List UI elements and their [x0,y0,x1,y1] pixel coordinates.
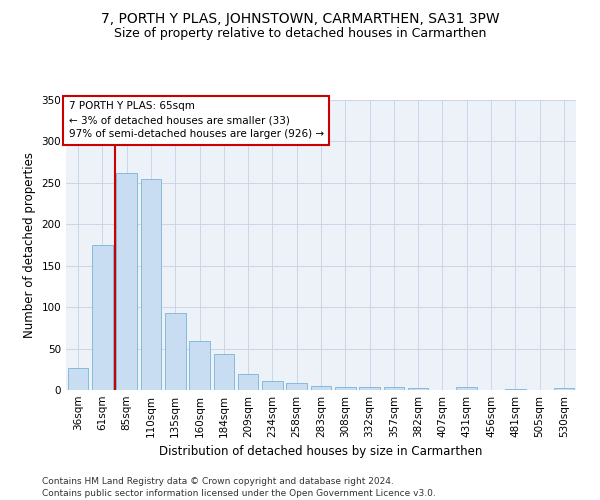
Bar [505,389,526,390]
Bar [165,313,185,390]
Bar [238,374,259,390]
Text: Contains HM Land Registry data © Crown copyright and database right 2024.
Contai: Contains HM Land Registry data © Crown c… [42,476,436,498]
Y-axis label: Number of detached properties: Number of detached properties [23,152,36,338]
Bar [214,354,234,390]
Text: 7 PORTH Y PLAS: 65sqm
← 3% of detached houses are smaller (33)
97% of semi-detac: 7 PORTH Y PLAS: 65sqm ← 3% of detached h… [68,102,323,140]
Bar [262,381,283,390]
Bar [189,341,210,390]
Bar [68,368,88,390]
Bar [335,386,356,390]
Bar [92,245,113,390]
Bar [311,386,331,390]
Bar [457,386,477,390]
Text: Size of property relative to detached houses in Carmarthen: Size of property relative to detached ho… [114,28,486,40]
Bar [116,173,137,390]
Bar [383,386,404,390]
Bar [359,386,380,390]
Bar [286,382,307,390]
Bar [554,388,574,390]
Bar [408,388,428,390]
X-axis label: Distribution of detached houses by size in Carmarthen: Distribution of detached houses by size … [160,446,482,458]
Text: 7, PORTH Y PLAS, JOHNSTOWN, CARMARTHEN, SA31 3PW: 7, PORTH Y PLAS, JOHNSTOWN, CARMARTHEN, … [101,12,499,26]
Bar [140,178,161,390]
